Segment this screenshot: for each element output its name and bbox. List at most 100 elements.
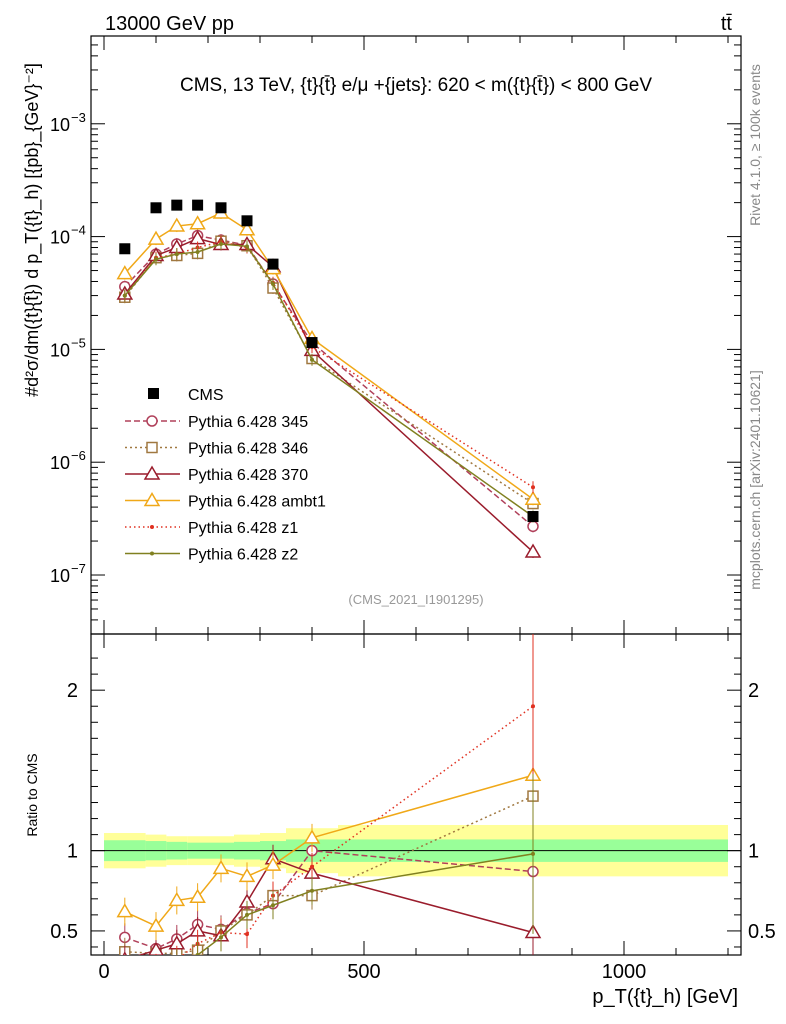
cms-data-point [527, 511, 539, 523]
ratio-series-point [116, 903, 134, 918]
series-point [310, 357, 314, 362]
series-line [124, 240, 534, 488]
ratio-frame [90, 633, 742, 956]
y-tick-exponent: −6 [71, 448, 86, 463]
series-point [147, 230, 165, 245]
ratio-series-point [123, 980, 127, 984]
series-point [122, 293, 127, 298]
series-point [531, 485, 535, 490]
series-point [245, 244, 249, 249]
x-tick-label: 0 [98, 961, 109, 983]
cms-data-point [119, 243, 131, 255]
legend-cms-label: CMS [188, 387, 224, 404]
ratio-series-point [219, 935, 223, 940]
rivet-label: Rivet 4.1.0, ≥ 100k events [747, 64, 763, 226]
x-tick-label: 500 [347, 961, 380, 983]
ratio-series-point [168, 891, 186, 907]
legend-marker [143, 465, 161, 480]
ratio-series-point [310, 864, 314, 869]
y-tick-label: 10 [50, 228, 70, 248]
chart-title: CMS, 13 TeV, {t}{t̄} e/μ +{jets}: 620 < … [180, 75, 652, 96]
ratio-series-point [245, 912, 249, 917]
series-5 [122, 237, 535, 523]
ratio-y-tick-label: 1 [67, 841, 78, 863]
ratio-series-point [189, 888, 206, 903]
ratio-series-point [154, 966, 158, 970]
ratio-series-point [245, 932, 249, 937]
ratio-series-point [175, 961, 179, 965]
ratio-y-tick-label-right: 0.5 [748, 921, 776, 943]
ratio-y-tick-label: 2 [67, 680, 78, 702]
series-point [238, 221, 256, 236]
ratio-series-point [147, 917, 165, 932]
ratio-series-point [154, 969, 158, 973]
series-point [195, 250, 200, 255]
cms-data-point [150, 202, 162, 214]
series-point [168, 217, 186, 232]
ratio-series-point [123, 977, 127, 981]
legend-marker [146, 415, 158, 427]
x-axis-label: p_T({t}_h) [GeV] [592, 986, 738, 1008]
series-line [124, 234, 534, 527]
y-tick-label: 10 [50, 566, 70, 586]
ratio-series-point [531, 704, 535, 709]
legend-label: Pythia 6.428 ambt1 [188, 494, 326, 511]
y-tick-label: 10 [50, 453, 70, 473]
y-tick-exponent: −4 [71, 223, 86, 238]
ratio-series-point [238, 867, 256, 883]
x-axis: 0 500 1000 [98, 36, 729, 983]
series-point [524, 490, 542, 505]
series-0 [119, 229, 539, 533]
cms-data-point [171, 199, 183, 211]
ratio-series-point [531, 851, 535, 856]
series-2 [116, 230, 542, 558]
main-y-axis-label: #d²σ/dm({t}{t̄}) d p_T({t}_h) [{pb}_{GeV… [22, 63, 43, 397]
series-point [116, 265, 134, 280]
ratio-series-point [310, 888, 314, 893]
series-line [124, 237, 534, 553]
ratio-y-tick-label: 0.5 [50, 921, 78, 943]
y-tick-exponent: −5 [71, 335, 86, 350]
ratio-series-point [195, 953, 200, 955]
ratio-series-point [264, 856, 282, 871]
legend-label: Pythia 6.428 z1 [188, 520, 298, 537]
process-label: tt̄ [721, 13, 733, 35]
legend-marker [146, 441, 158, 454]
main-y-axis: 10−710−610−510−410−3 [50, 35, 741, 635]
legend-label: Pythia 6.428 370 [188, 467, 308, 484]
legend-marker [150, 525, 154, 529]
ratio-series-point [212, 859, 230, 875]
ratio-series-point [148, 941, 164, 955]
legend-label: Pythia 6.428 z2 [188, 547, 298, 564]
cms-data-point [192, 199, 204, 211]
ratio-series-point [175, 958, 179, 962]
ratio-y-tick-label-right: 2 [748, 680, 759, 702]
cms-data-point [241, 215, 253, 227]
ratio-series-5 [123, 773, 535, 984]
ratio-series-3 [116, 695, 542, 941]
legend-marker [150, 551, 154, 556]
ratio-y-axis-label: Ratio to CMS [24, 753, 40, 836]
series-point [154, 257, 158, 262]
ratio-y-tick-label-right: 1 [748, 841, 759, 863]
ratio-series-point [303, 829, 321, 844]
series-point [527, 520, 539, 533]
y-tick-label: 10 [50, 115, 70, 135]
series-point [271, 281, 275, 286]
analysis-label: (CMS_2021_I1901295) [348, 592, 483, 607]
ratio-series [116, 634, 542, 984]
series-point [524, 543, 542, 558]
main-frame [90, 35, 742, 635]
cms-data-point [306, 337, 318, 349]
series-line [124, 243, 534, 518]
ratio-series-point [122, 951, 127, 955]
x-tick-label: 1000 [602, 961, 647, 983]
y-tick-exponent: −7 [71, 561, 86, 576]
cms-data-point [267, 258, 279, 270]
legend-label: Pythia 6.428 345 [188, 414, 308, 431]
ratio-series-point [271, 903, 275, 908]
legend-marker [143, 492, 161, 507]
mcplots-label: mcplots.cern.ch [arXiv:2401.10621] [747, 370, 763, 589]
series-point [189, 215, 206, 230]
